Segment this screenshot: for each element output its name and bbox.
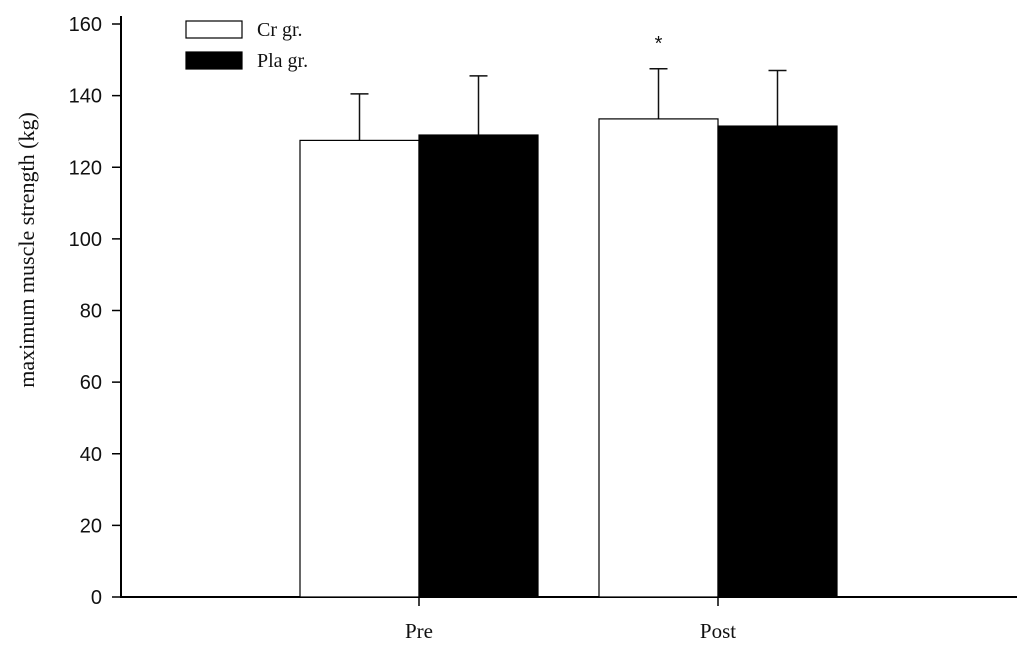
y-tick-label: 20 [80,515,102,537]
bar-crgr-post [598,118,719,598]
y-axis-title: maximum muscle strength (kg) [14,112,39,388]
y-tick-label: 0 [91,587,102,609]
legend: Cr gr. Pla gr. [185,19,308,72]
x-axis: Pre Post [121,596,1017,643]
y-tick-label: 80 [80,301,102,323]
y-tick-label: 120 [69,157,102,179]
y-tick-label: 160 [69,14,102,36]
significance-asterisk: * [655,33,663,55]
bar-plagr-pre [418,134,539,598]
y-axis: 0 20 40 60 80 100 120 140 160 [69,14,122,609]
annotations: * [655,33,663,55]
legend-swatch [185,20,243,39]
bars [299,68,838,598]
bar-crgr-pre [299,139,420,598]
legend-label: Pla gr. [257,50,308,72]
bar-plagr-post [717,125,838,598]
y-tick-label: 60 [80,372,102,394]
x-tick-label: Post [700,619,736,643]
y-tick-label: 140 [69,86,102,108]
y-tick-label: 40 [80,444,102,466]
legend-swatch [185,51,243,70]
x-tick-label: Pre [405,619,433,643]
legend-label: Cr gr. [257,19,303,41]
y-axis-label: maximum muscle strength (kg) [14,112,39,388]
y-tick-label: 100 [69,229,102,251]
